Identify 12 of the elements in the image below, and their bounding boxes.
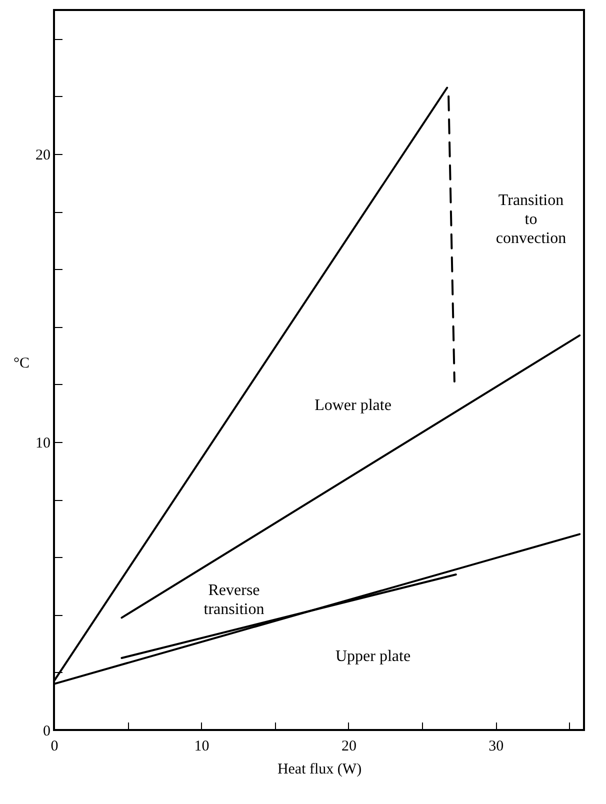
x-tick-label: 20 [341, 738, 356, 754]
y-axis-title: °C [13, 356, 30, 372]
annotation: Upper plate [335, 648, 411, 665]
annotation: Lower plate [314, 397, 392, 414]
y-tick-label: 0 [43, 724, 50, 740]
x-tick-label: 30 [488, 738, 504, 754]
x-axis-title: Heat flux (W) [277, 762, 362, 778]
y-tick-label: 10 [36, 436, 50, 452]
annotation: Transition to convection [496, 192, 566, 247]
x-tick-label: 10 [194, 738, 210, 754]
y-tick-label: 20 [36, 148, 50, 164]
annotation: Reverse transition [204, 582, 264, 618]
